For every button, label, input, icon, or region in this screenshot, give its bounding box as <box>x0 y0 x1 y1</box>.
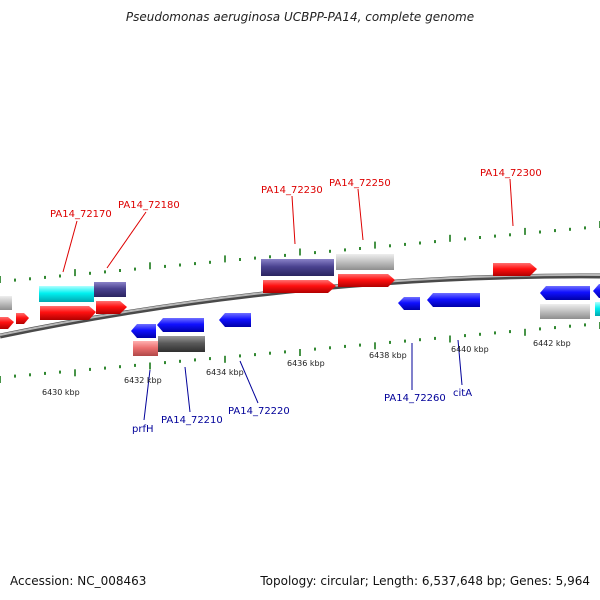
feature-arrow <box>96 301 127 314</box>
gene-label: PA14_72170 <box>50 209 112 220</box>
forward-gene-labels: PA14_72170 PA14_72180 PA14_72230 PA14_72… <box>50 168 542 220</box>
gene-label: PA14_72230 <box>261 185 323 196</box>
feature-arrow <box>16 313 29 324</box>
genome-summary-text: Topology: circular; Length: 6,537,648 bp… <box>260 574 590 588</box>
gene-label: PA14_72180 <box>118 200 180 211</box>
forward-tick-ring <box>0 221 600 283</box>
scale-labels: 6430 kbp 6432 kbp 6434 kbp 6436 kbp 6438… <box>42 339 571 397</box>
feature-arrow <box>493 263 537 276</box>
gene-label: citA <box>453 388 472 399</box>
feature-block <box>39 286 94 302</box>
leader-line <box>509 178 514 227</box>
feature-arrow <box>263 280 336 293</box>
reverse-tick-ring <box>0 322 600 383</box>
leader-line <box>184 366 191 413</box>
reverse-gene-leaders <box>143 339 463 421</box>
leader-line <box>239 360 259 404</box>
gene-label: PA14_72220 <box>228 406 290 417</box>
feature-arrow <box>427 293 480 307</box>
leader-line <box>357 188 364 241</box>
feature-arrow <box>157 318 204 332</box>
feature-block <box>158 336 205 352</box>
scale-label: 6440 kbp <box>451 345 489 354</box>
feature-track <box>0 254 600 356</box>
leader-line <box>106 211 147 269</box>
leader-line <box>457 339 463 386</box>
leader-line <box>143 369 151 421</box>
feature-block <box>94 282 126 297</box>
scale-label: 6430 kbp <box>42 388 80 397</box>
scale-label: 6438 kbp <box>369 351 407 360</box>
feature-arrow <box>593 284 600 298</box>
feature-block <box>540 304 590 319</box>
gene-label: PA14_72300 <box>480 168 542 179</box>
map-title: Pseudomonas aeruginosa UCBPP-PA14, compl… <box>125 10 475 24</box>
feature-block <box>595 302 600 316</box>
scale-label: 6432 kbp <box>124 376 162 385</box>
feature-arrow <box>131 324 156 338</box>
feature-arrow <box>40 306 96 320</box>
gene-label: PA14_72260 <box>384 393 446 404</box>
accession-text: Accession: NC_008463 <box>10 574 147 588</box>
gene-label: PA14_72250 <box>329 178 391 189</box>
leader-line <box>62 220 78 273</box>
feature-block <box>0 296 12 310</box>
feature-block <box>133 341 158 356</box>
scale-label: 6436 kbp <box>287 359 325 368</box>
reverse-gene-labels: prfH PA14_72210 PA14_72220 PA14_72260 ci… <box>132 388 472 435</box>
scale-label: 6434 kbp <box>206 368 244 377</box>
gene-label: PA14_72210 <box>161 415 223 426</box>
scale-label: 6442 kbp <box>533 339 571 348</box>
gene-label: prfH <box>132 424 154 435</box>
feature-arrow <box>0 317 14 329</box>
leader-line <box>291 195 296 245</box>
feature-arrow <box>338 274 395 287</box>
forward-gene-leaders <box>62 178 514 273</box>
feature-arrow <box>219 313 251 327</box>
feature-block <box>336 254 394 270</box>
feature-block <box>261 259 334 276</box>
feature-arrow <box>398 297 420 310</box>
feature-arrow <box>540 286 590 300</box>
